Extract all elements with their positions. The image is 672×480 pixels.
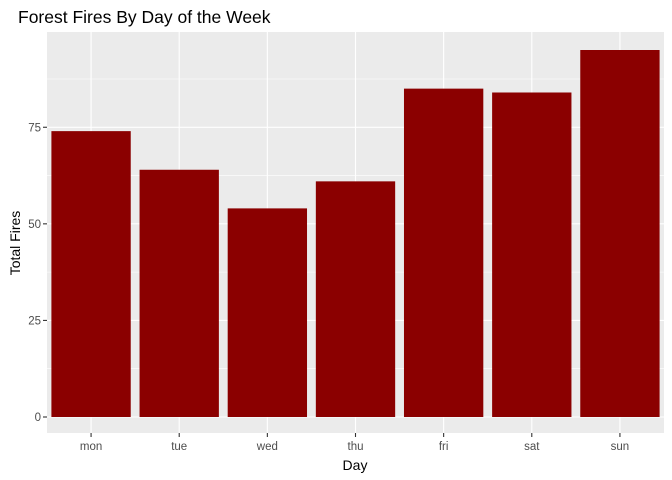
x-tick-label-thu: thu: [348, 441, 364, 453]
bar-tue: [139, 169, 219, 417]
x-axis: mon tue wed thu fri sat sun: [80, 433, 629, 453]
y-tick-label: 0: [35, 412, 41, 424]
x-tick-label-wed: wed: [256, 441, 278, 453]
x-tick-label-sun: sun: [611, 441, 630, 453]
bar-mon: [51, 131, 131, 417]
y-axis-title: Total Fires: [7, 211, 23, 276]
x-tick-label-fri: fri: [439, 441, 449, 453]
y-tick-label: 50: [28, 219, 41, 231]
bar-thu: [315, 181, 396, 417]
x-tick-label-tue: tue: [171, 441, 187, 453]
x-tick-label-mon: mon: [80, 441, 102, 453]
bar-sat: [492, 92, 572, 417]
x-axis-title: Day: [343, 457, 368, 473]
bar-fri: [403, 88, 484, 417]
y-tick-label: 75: [28, 122, 41, 134]
chart-title: Forest Fires By Day of the Week: [18, 7, 271, 27]
bar-wed: [227, 208, 308, 417]
bar-sun: [580, 50, 660, 417]
y-tick-label: 25: [28, 315, 41, 327]
y-axis: 0 25 50 75: [28, 122, 47, 424]
bars: [51, 50, 660, 417]
x-tick-label-sat: sat: [524, 441, 540, 453]
